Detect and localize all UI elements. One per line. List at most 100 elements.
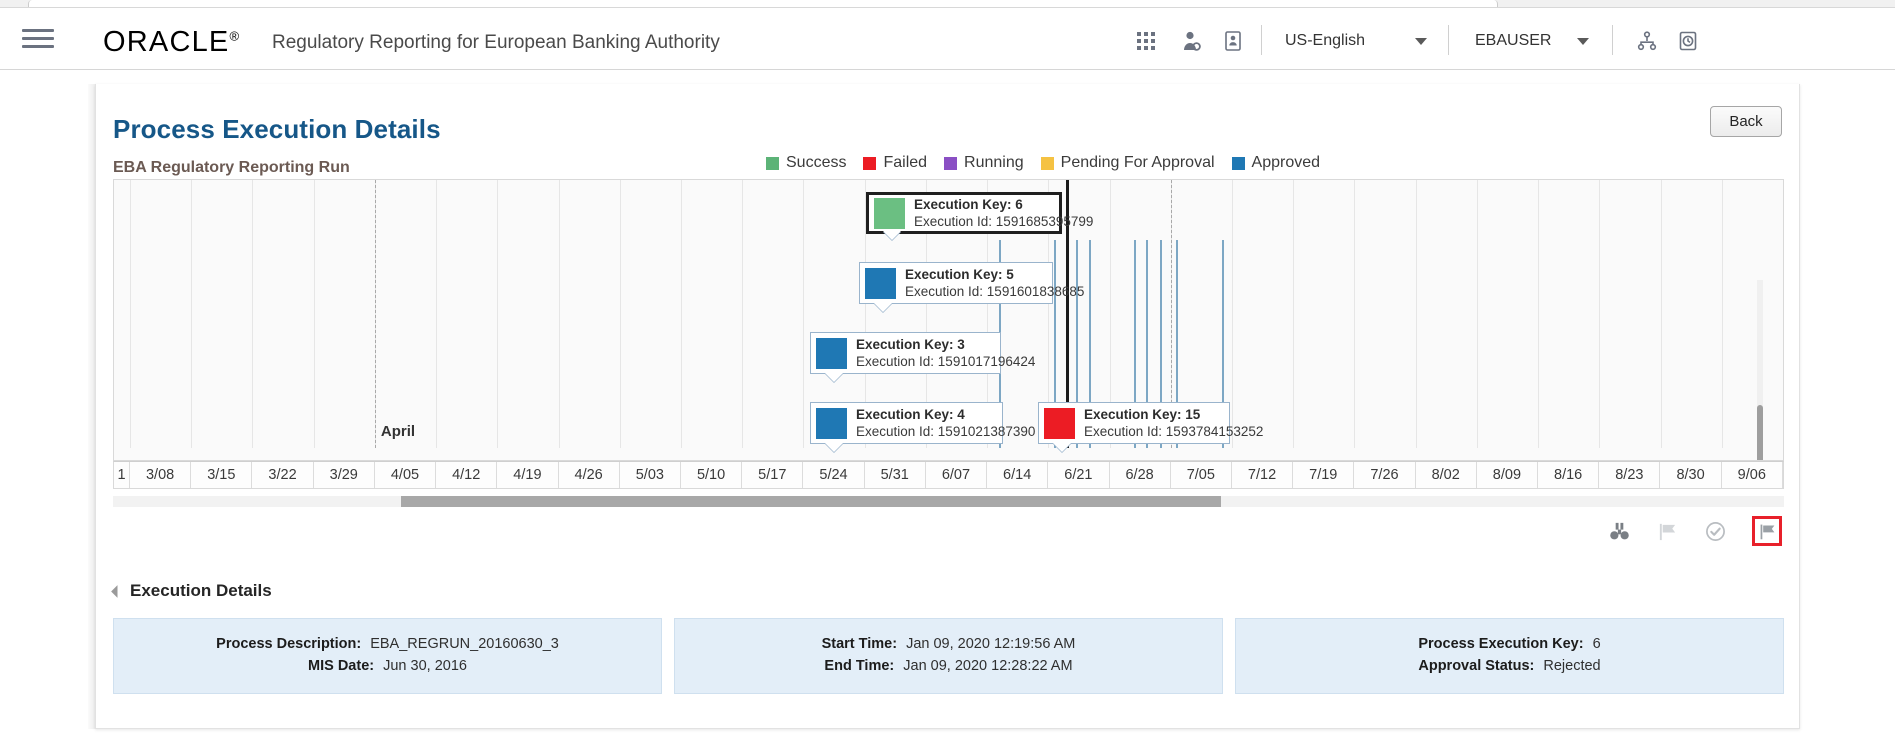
collapse-triangle-icon[interactable] bbox=[111, 584, 124, 598]
execution-key-label: Execution Key: 5 bbox=[905, 266, 1014, 282]
gantt-gridline bbox=[1415, 180, 1417, 448]
org-hierarchy-icon[interactable] bbox=[1636, 30, 1658, 52]
detail-line: Approval Status: Rejected bbox=[1418, 656, 1600, 678]
detail-label: Approval Status: bbox=[1418, 658, 1535, 674]
execution-status-swatch bbox=[1044, 407, 1075, 439]
detail-value: Jun 30, 2016 bbox=[383, 658, 467, 674]
detail-line: Process Description: EBA_REGRUN_20160630_… bbox=[216, 634, 559, 656]
legend-label: Success bbox=[786, 154, 847, 171]
check-circle-icon[interactable] bbox=[1704, 520, 1726, 542]
detail-value: Jan 09, 2020 12:28:22 AM bbox=[903, 658, 1073, 674]
hamburger-bar bbox=[22, 37, 54, 40]
detail-line: Process Execution Key: 6 bbox=[1418, 634, 1600, 656]
execution-node-text: Execution Key: 5 Execution Id: 1591601838… bbox=[905, 266, 1084, 301]
execution-details-panels: Process Description: EBA_REGRUN_20160630_… bbox=[113, 618, 1784, 694]
axis-tick-label: 3/08 bbox=[130, 462, 192, 488]
gantt-gridline bbox=[803, 180, 805, 448]
application-title: Regulatory Reporting for European Bankin… bbox=[272, 32, 720, 53]
gantt-gridline bbox=[1660, 180, 1662, 448]
execution-node-text: Execution Key: 3 Execution Id: 1591017196… bbox=[856, 336, 1035, 371]
detail-line: Start Time: Jan 09, 2020 12:19:56 AM bbox=[822, 634, 1076, 656]
execution-key-label: Execution Key: 6 bbox=[914, 196, 1023, 212]
execution-id-label: Execution Id: 1591601838685 bbox=[905, 284, 1085, 299]
binoculars-icon[interactable] bbox=[1608, 520, 1630, 542]
gantt-gridline bbox=[1476, 180, 1478, 448]
legend-item-failed[interactable]: Failed bbox=[863, 154, 927, 172]
axis-tick-label: 5/17 bbox=[742, 462, 804, 488]
gantt-gridline bbox=[1538, 180, 1540, 448]
hamburger-bar bbox=[22, 29, 54, 32]
gantt-task-tick bbox=[1066, 180, 1069, 448]
execution-node-4[interactable]: Execution Key: 4 Execution Id: 1591021387… bbox=[810, 402, 1035, 452]
hamburger-menu-icon[interactable] bbox=[22, 26, 54, 52]
language-selector[interactable]: US-English bbox=[1285, 32, 1366, 49]
gantt-time-axis: 1 3/08 3/15 3/22 3/29 4/05 4/12 4/19 4/26 5/03 5/1… bbox=[113, 461, 1784, 489]
application-header: ORACLE® Regulatory Reporting for Europea… bbox=[0, 8, 1895, 70]
header-divider bbox=[1612, 25, 1613, 55]
user-chevron-down-icon[interactable] bbox=[1577, 38, 1589, 45]
gantt-gridline bbox=[497, 180, 499, 448]
gantt-gridline bbox=[1354, 180, 1356, 448]
legend-label: Failed bbox=[883, 154, 928, 171]
process-execution-details-card: Process Execution Details EBA Regulatory… bbox=[95, 84, 1800, 729]
gantt-gridline bbox=[619, 180, 621, 448]
detail-value: Jan 09, 2020 12:19:56 AM bbox=[906, 636, 1076, 653]
legend-item-pending-for-approval[interactable]: Pending For Approval bbox=[1040, 154, 1215, 172]
axis-tick-label: 3/22 bbox=[252, 462, 314, 488]
back-button[interactable]: Back bbox=[1710, 106, 1782, 137]
flag-filled-icon[interactable] bbox=[1752, 516, 1782, 546]
gantt-vertical-scroll-track[interactable] bbox=[1757, 280, 1763, 460]
execution-node-15[interactable]: Execution Key: 15 Execution Id: 159378415… bbox=[1038, 402, 1263, 452]
axis-tick-label: 6/28 bbox=[1110, 462, 1171, 488]
gantt-task-tick bbox=[1160, 240, 1162, 448]
gantt-gridline bbox=[252, 180, 254, 448]
execution-node-text: Execution Key: 15 Execution Id: 159378415… bbox=[1084, 406, 1263, 441]
app-grid-icon[interactable] bbox=[1135, 30, 1157, 52]
gantt-horizontal-scrollbar[interactable] bbox=[401, 496, 1221, 507]
legend-label: Approved bbox=[1251, 154, 1321, 171]
header-divider bbox=[1448, 25, 1449, 55]
gantt-gridline bbox=[864, 180, 866, 448]
legend-item-approved[interactable]: Approved bbox=[1231, 154, 1321, 172]
gantt-task-tick bbox=[1176, 240, 1178, 448]
execution-details-section-header[interactable]: Execution Details bbox=[111, 581, 272, 601]
execution-node-pointer bbox=[825, 373, 843, 382]
axis-tick-label: 7/26 bbox=[1354, 462, 1416, 488]
execution-id-label: Execution Id: 1591685395799 bbox=[914, 214, 1094, 229]
execution-node-5[interactable]: Execution Key: 5 Execution Id: 1591601838… bbox=[859, 262, 1084, 312]
detail-line: MIS Date: Jun 30, 2016 bbox=[308, 656, 467, 678]
legend-item-success[interactable]: Success bbox=[766, 154, 846, 172]
axis-tick-label: 5/10 bbox=[681, 462, 743, 488]
execution-status-swatch bbox=[816, 337, 847, 369]
flag-outline-icon[interactable] bbox=[1656, 520, 1678, 542]
browser-tab[interactable] bbox=[28, 0, 1498, 7]
gantt-task-tick bbox=[1089, 240, 1091, 448]
gantt-gridline bbox=[436, 180, 438, 448]
axis-tick-label: 6/07 bbox=[926, 462, 988, 488]
legend-item-running[interactable]: Running bbox=[944, 154, 1024, 172]
gantt-gridline bbox=[558, 180, 560, 448]
execution-node-pointer bbox=[874, 303, 892, 312]
gantt-vertical-scrollbar[interactable] bbox=[1757, 405, 1763, 460]
axis-tick-label: 7/12 bbox=[1232, 462, 1294, 488]
user-search-icon[interactable] bbox=[1180, 30, 1202, 52]
user-menu[interactable]: EBAUSER bbox=[1475, 32, 1552, 49]
id-card-icon[interactable] bbox=[1222, 30, 1244, 52]
language-chevron-down-icon[interactable] bbox=[1415, 38, 1427, 45]
gantt-gridline bbox=[191, 180, 193, 448]
execution-status-swatch bbox=[816, 407, 847, 439]
axis-tick-label: 1 bbox=[114, 462, 130, 488]
execution-node-text: Execution Key: 6 Execution Id: 1591685395… bbox=[914, 196, 1093, 231]
execution-node-3[interactable]: Execution Key: 3 Execution Id: 1591017196… bbox=[810, 332, 1035, 382]
oracle-logo[interactable]: ORACLE® bbox=[103, 26, 241, 58]
month-label: April bbox=[380, 423, 416, 440]
gantt-gridline bbox=[1109, 180, 1111, 448]
execution-node-6[interactable]: Execution Key: 6 Execution Id: 1591685395… bbox=[866, 192, 1093, 240]
gantt-task-tick bbox=[1076, 240, 1078, 448]
clock-history-icon[interactable] bbox=[1677, 30, 1699, 52]
gantt-gridline bbox=[681, 180, 682, 448]
axis-tick-label: 5/24 bbox=[803, 462, 865, 488]
execution-node-pointer bbox=[825, 443, 843, 452]
month-separator bbox=[1170, 180, 1172, 448]
